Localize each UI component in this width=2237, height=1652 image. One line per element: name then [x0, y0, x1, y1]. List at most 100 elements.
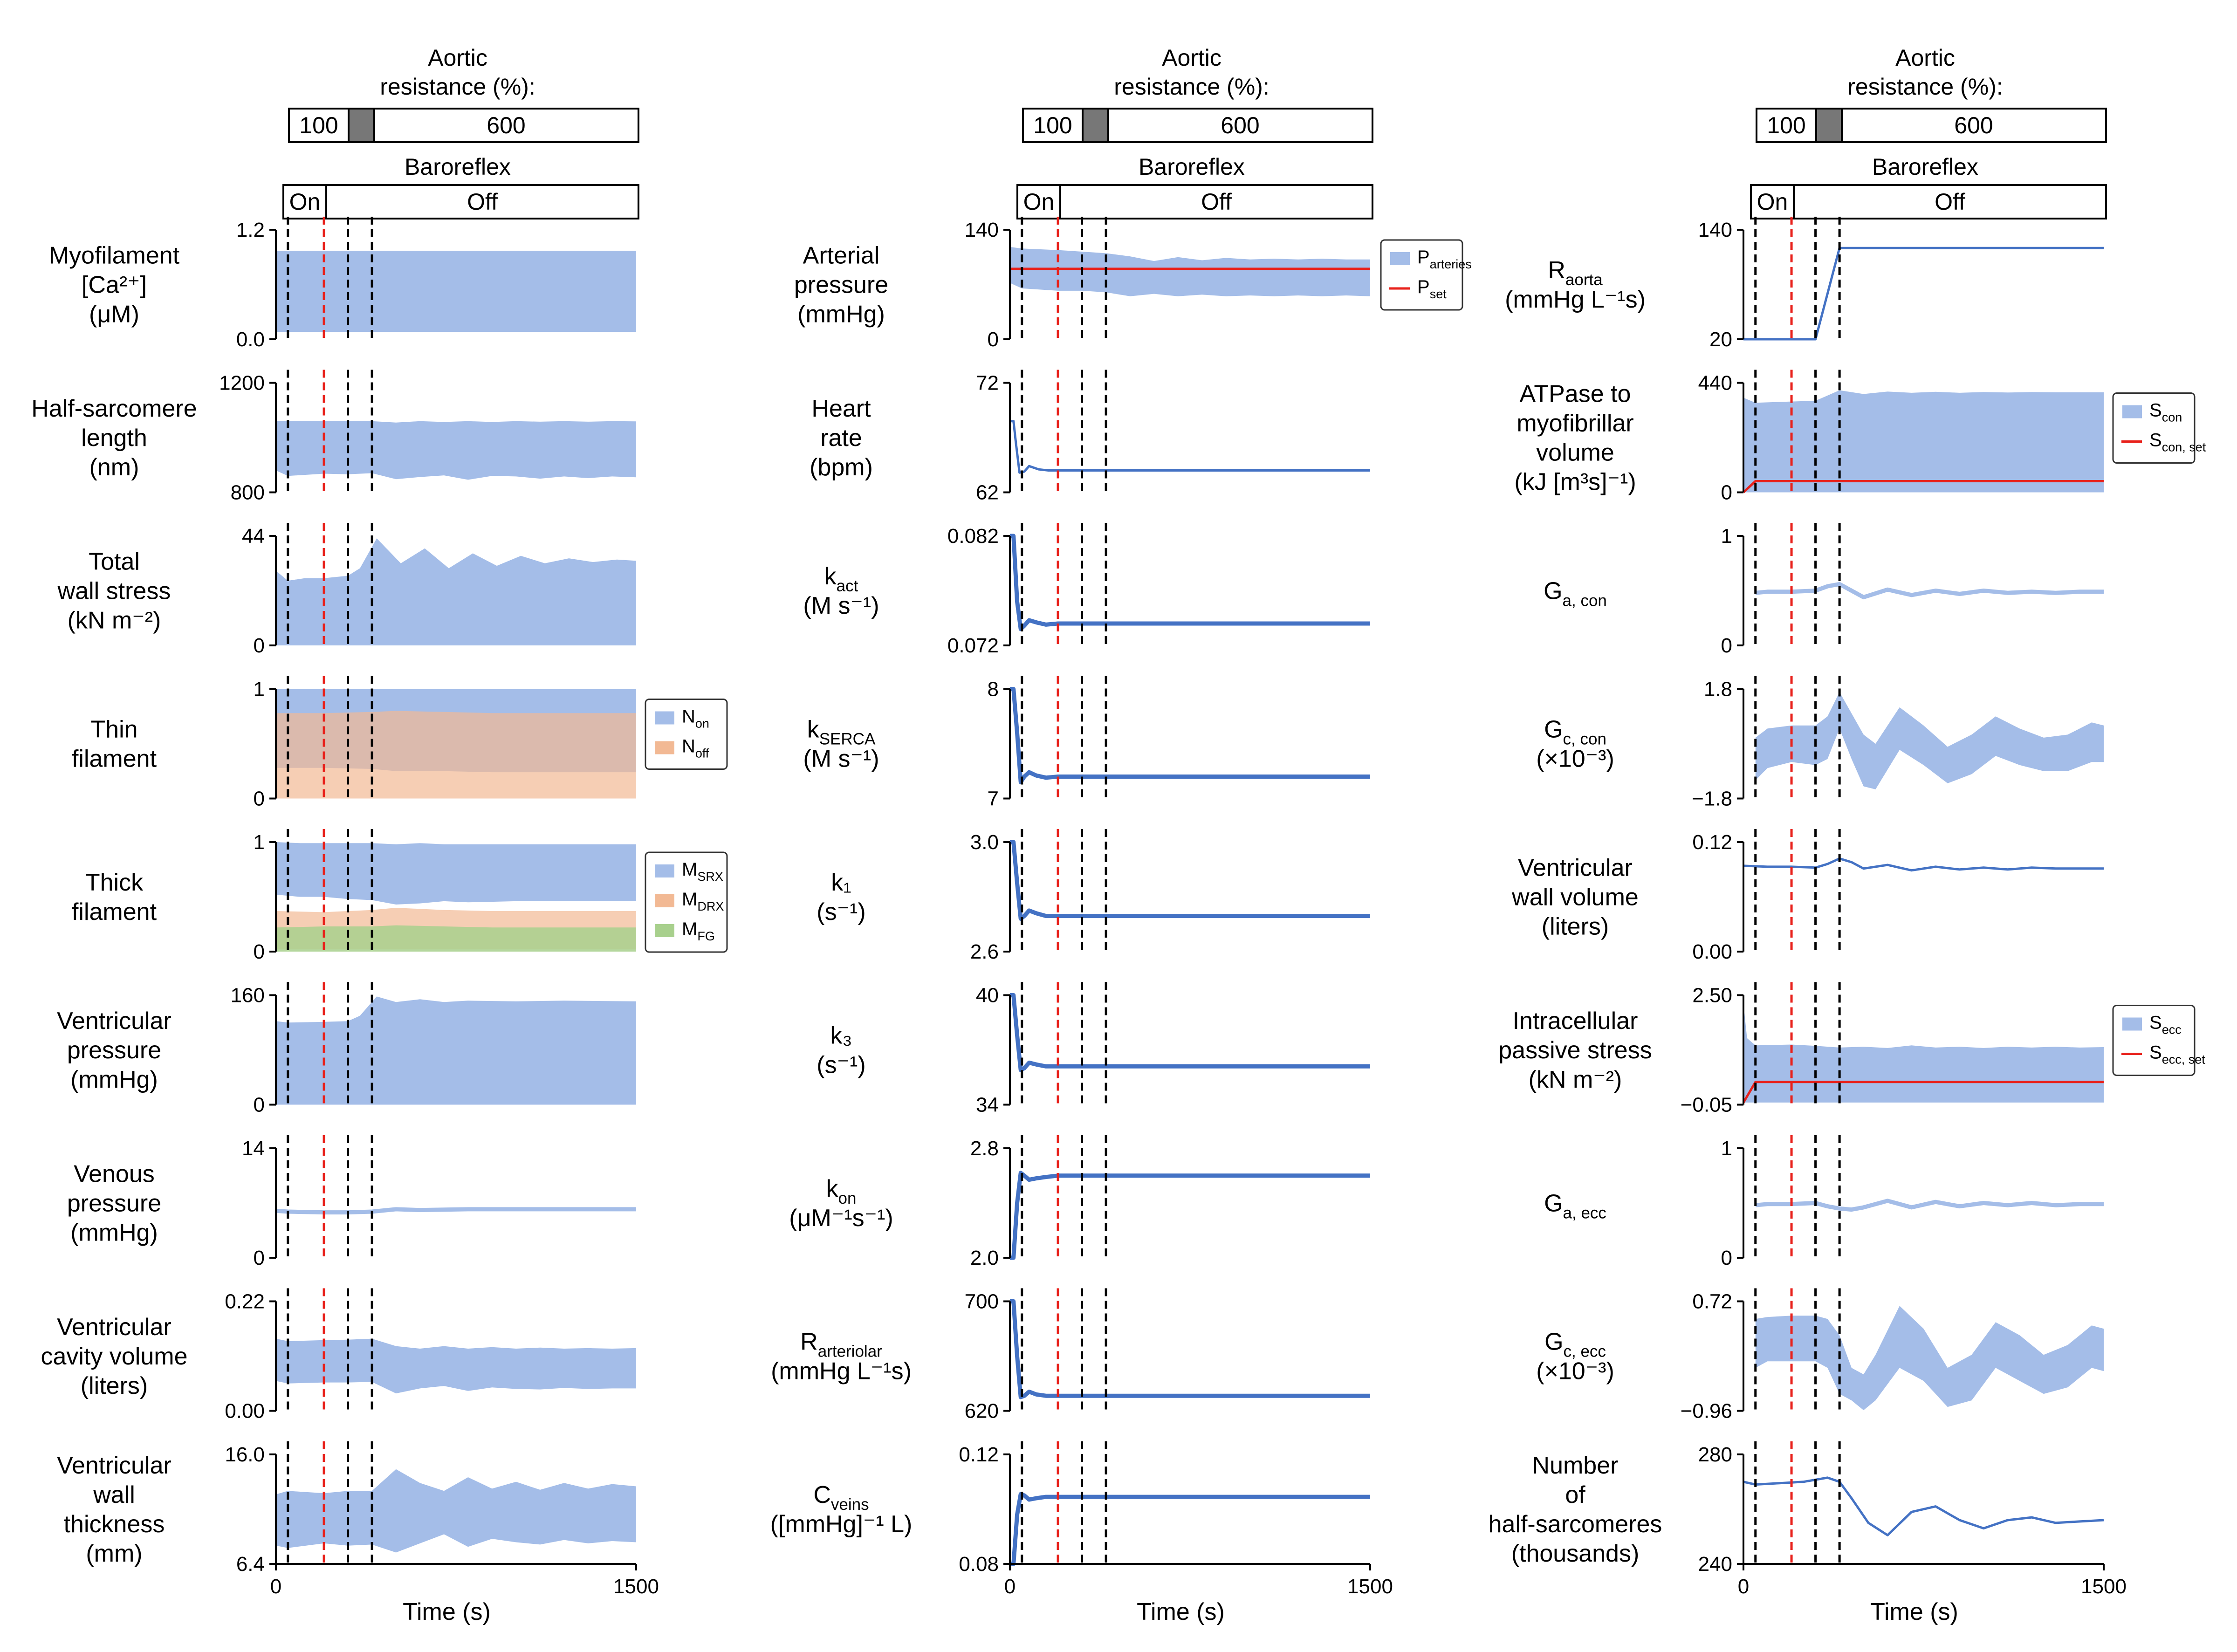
y-tick-label-bottom: 0 — [1721, 1247, 1732, 1269]
y-tick-label-bottom: 0.00 — [225, 1400, 265, 1423]
baroreflex-cell-on: On — [289, 189, 321, 215]
aortic-title-line2: resistance (%): — [1847, 74, 2003, 100]
baroreflex-title: Baroreflex — [1139, 154, 1245, 180]
y-tick-label-top: 72 — [976, 372, 999, 395]
panel-label-line-1: Ventricular — [57, 1314, 172, 1341]
panel-label-line-4: (kJ [m³s]⁻¹) — [1514, 469, 1636, 496]
baroreflex-box — [282, 184, 639, 219]
legend-label-3: MFG — [682, 919, 715, 943]
aortic-box — [1756, 108, 2107, 143]
legend-label-1-main: N — [682, 706, 695, 727]
panel-label-line-2: (×10⁻³) — [1536, 1358, 1614, 1385]
aortic-cell-100: 100 — [299, 112, 338, 138]
y-tick-label-bottom: 0 — [254, 1094, 265, 1117]
baroreflex-title: Baroreflex — [405, 154, 511, 180]
series-m-fg-band — [276, 925, 636, 952]
panel-label-line-1: Ventricular — [57, 1008, 172, 1035]
y-tick-label-top: 3.0 — [970, 831, 999, 854]
panel-label-line-2: (μM⁻¹s⁻¹) — [789, 1205, 893, 1232]
series-1-band — [1755, 1306, 2104, 1411]
panel-label-line-1-sub: a, con — [1563, 592, 1607, 610]
series-1-line — [1010, 1492, 1370, 1566]
x-axis-label: Time (s) — [403, 1598, 491, 1625]
y-tick-label-top: 1.2 — [236, 219, 265, 241]
legend: MSRX MDRX MFG — [645, 851, 728, 953]
panel-label-line-1: kSERCA — [807, 716, 876, 748]
panel-label-line-1: Total — [89, 548, 140, 576]
y-tick-label-top: 1 — [254, 831, 265, 854]
y-tick-label-top: 16.0 — [225, 1443, 265, 1466]
panel-2-6: 40 34 k₃ (s⁻¹) — [817, 982, 1370, 1117]
legend-label-2: Scon, set — [2149, 430, 2206, 454]
x-axis-label: Time (s) — [1870, 1598, 1958, 1625]
y-tick-label-bottom: 2.6 — [970, 940, 999, 963]
panel-label-line-2: rate — [820, 425, 862, 452]
y-tick-label-bottom: 620 — [965, 1400, 999, 1423]
y-tick-label-bottom: 0 — [1721, 481, 1732, 504]
panel-label-line-1-sub: on — [838, 1189, 857, 1207]
y-tick-label-bottom: 0.0 — [236, 328, 265, 351]
panel-3-1: 140 20 Raorta(mmHg L⁻¹s) — [1505, 217, 2104, 351]
panel-3-4: 1.8 −1.8 Gc, con(×10⁻³) — [1536, 676, 2104, 810]
y-tick-label-bottom: 6.4 — [236, 1553, 265, 1576]
panel-2-4: 8 7 kSERCA(M s⁻¹) — [803, 676, 1370, 810]
series-p-arteries-band — [1010, 247, 1370, 296]
legend-swatch — [2122, 1017, 2142, 1031]
y-tick-label-bottom: 34 — [976, 1094, 999, 1117]
legend-label-1: Scon — [2149, 400, 2182, 425]
aortic-cell-100: 100 — [1767, 112, 1805, 138]
y-tick-label-bottom: 2.0 — [970, 1247, 999, 1269]
series-1-band — [276, 1338, 636, 1394]
panel-2-2: 72 62 Heart rate(bpm) — [810, 370, 1370, 504]
legend-label-2: Pset — [1417, 277, 1447, 301]
series-1-line — [1010, 534, 1370, 631]
series-1-line — [1010, 420, 1370, 474]
panel-label-line-2: (mmHg L⁻¹s) — [771, 1358, 912, 1385]
y-tick-label-top: 44 — [242, 525, 265, 548]
aortic-title-line1: Aortic — [1895, 45, 1955, 71]
legend-swatch — [655, 894, 674, 907]
panel-label-line-1-main: k — [824, 563, 837, 590]
panel-2-3: 0.082 0.072 kact(M s⁻¹) — [803, 523, 1370, 657]
series-1-band — [276, 1469, 636, 1553]
series-1-line — [1743, 1476, 2104, 1536]
panel-2-8: 700 620 Rarteriolar(mmHg L⁻¹s) — [771, 1288, 1370, 1423]
panel-label-line-1: Thick — [85, 869, 144, 896]
panel-label-line-2: of — [1565, 1481, 1585, 1508]
panel-3-7: 1 0 Ga, ecc — [1544, 1135, 2104, 1269]
panel-label-line-1-sub: aorta — [1565, 271, 1603, 289]
series-1-band — [276, 251, 636, 332]
y-tick-label-top: 1200 — [219, 372, 265, 395]
legend-label-2-sub: ecc, set — [2162, 1053, 2206, 1067]
legend-swatch — [655, 924, 674, 937]
panel-label-line-2: wall — [93, 1481, 135, 1508]
panel-label-line-3: half-sarcomeres — [1489, 1511, 1662, 1538]
panel-2-5: 3.0 2.6 k₁(s⁻¹) — [817, 829, 1370, 963]
legend-label-1-main: M — [682, 859, 697, 880]
baroreflex-cell-on: On — [1023, 189, 1055, 215]
baroreflex-cell-off: Off — [1935, 189, 1965, 215]
panel-label-line-3: (mmHg) — [70, 1220, 158, 1247]
legend-label-2: MDRX — [682, 889, 724, 913]
panel-1-1: 1.2 0.0 Myofilament [Ca²⁺](μM) — [49, 217, 636, 351]
panel-label-line-1: Thin — [90, 716, 137, 743]
panel-label-line-1-main: G — [1544, 716, 1563, 743]
column-header-3: Aortic resistance (%): 100 600 Baroreflex On O… — [1750, 45, 2107, 219]
legend-label-1-sub: SRX — [697, 870, 723, 884]
panel-label-line-1-main: k — [826, 1175, 839, 1202]
series-s-con-set-line — [1743, 480, 2104, 494]
y-tick-label-top: 160 — [231, 984, 265, 1007]
panel-label-line-3: (liters) — [1542, 913, 1609, 940]
panel-label-line-1: kon — [826, 1175, 857, 1207]
legend-label-1: MSRX — [682, 859, 723, 884]
panel-2-7: 2.8 2.0 kon(μM⁻¹s⁻¹) — [789, 1135, 1370, 1269]
legend-label-2-sub: con, set — [2162, 440, 2206, 454]
legend-label-2-main: S — [2149, 430, 2162, 451]
panel-label-line-1-main: G — [1544, 578, 1562, 605]
panel-label-line-3: (nm) — [89, 454, 139, 481]
legend-swatch — [655, 741, 674, 754]
panel-label-line-2: pressure — [794, 272, 888, 299]
